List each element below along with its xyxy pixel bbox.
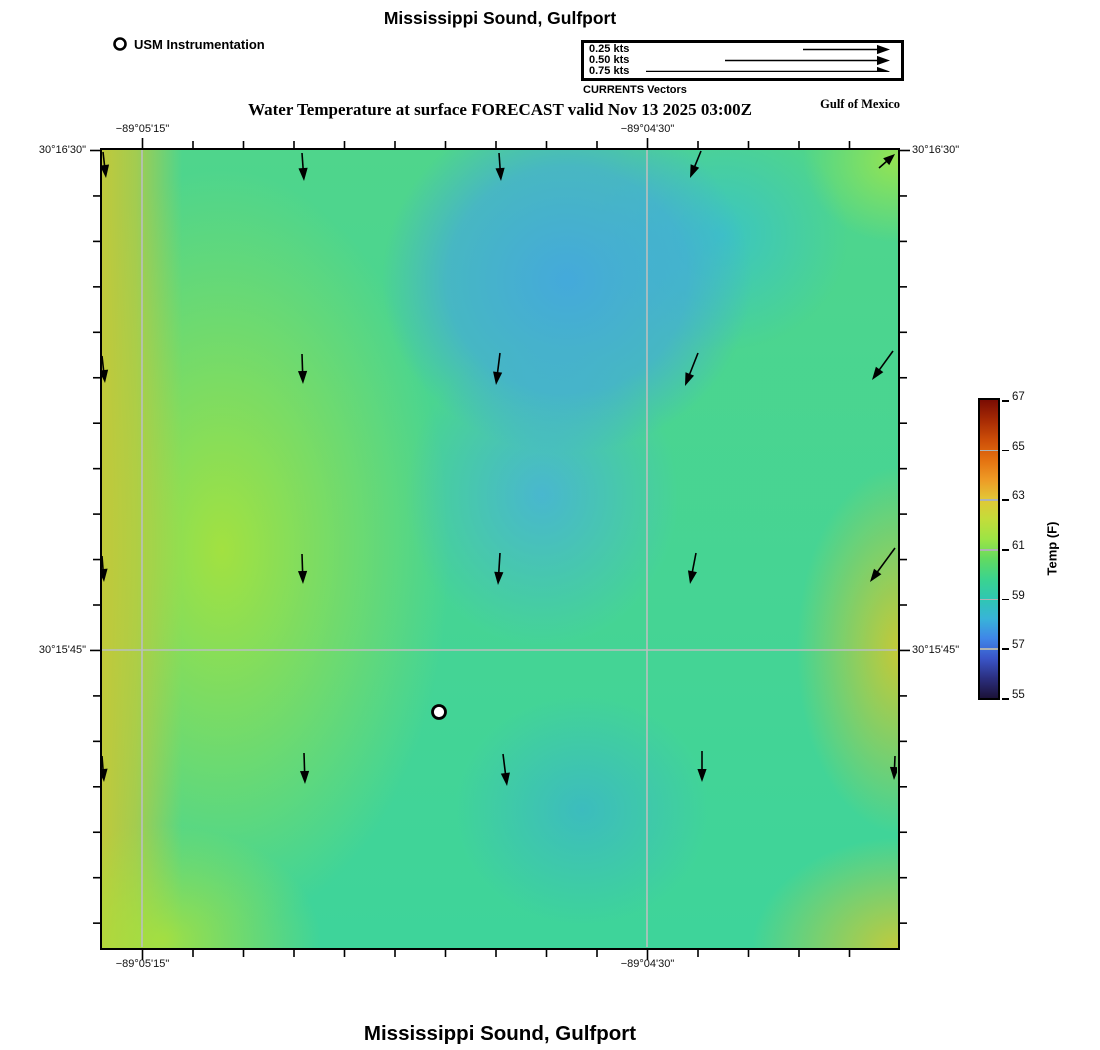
- coord-label: 30°16'30": [38, 143, 86, 156]
- colorbar-tick-label: 57: [1012, 639, 1025, 652]
- colorbar-tick-label: 63: [1012, 490, 1025, 503]
- colorbar-tick-label: 61: [1012, 540, 1025, 552]
- colorbar-level-line: [980, 598, 998, 601]
- currents-row-label: 0.50 kts: [589, 54, 630, 66]
- map-axis-ticks: [89, 137, 910, 960]
- colorbar-level-line: [980, 549, 998, 551]
- colorbar-tick: [1002, 549, 1009, 551]
- gulf-of-mexico-label: Gulf of Mexico: [820, 97, 900, 111]
- colorbar-tick-label: 67: [1012, 391, 1025, 403]
- colorbar-tick: [1002, 499, 1009, 501]
- temperature-map: [89, 137, 910, 960]
- forecast-subtitle: Water Temperature at surface FORECAST va…: [248, 100, 752, 119]
- colorbar-tick-label: 65: [1012, 440, 1025, 453]
- page-title: Mississippi Sound, Gulfport: [383, 8, 617, 28]
- colorbar-tick: [1002, 449, 1009, 452]
- colorbar-tick: [1002, 648, 1009, 650]
- coord-label: −89°04'30": [620, 958, 675, 970]
- usm-legend-label: USM Instrumentation: [134, 36, 265, 52]
- current-vector-field: [102, 150, 897, 947]
- colorbar-level-line: [980, 648, 998, 650]
- colorbar-title: Temp (F): [1044, 521, 1060, 576]
- colorbar-level-line: [980, 449, 998, 452]
- colorbar-tick-label: 55: [1012, 689, 1025, 701]
- coord-label: −89°05'15": [115, 123, 170, 135]
- coord-label: 30°15'45": [38, 643, 86, 656]
- usm-legend: USM Instrumentation: [112, 36, 265, 52]
- coord-label: −89°05'15": [115, 958, 170, 970]
- instrument-marker: [431, 704, 447, 720]
- currents-row-label: 0.25 kts: [589, 43, 630, 55]
- colorbar-tick: [1002, 598, 1009, 601]
- currents-scale-arrows: [646, 44, 890, 72]
- currents-legend-box: 0.25 kts 0.50 kts 0.75 kts: [581, 40, 904, 81]
- footer-title: Mississippi Sound, Gulfport: [363, 1022, 637, 1045]
- currents-caption: CURRENTS Vectors: [583, 84, 687, 96]
- colorbar: [978, 398, 1009, 700]
- colorbar-tick: [1002, 698, 1009, 700]
- currents-row-label: 0.75 kts: [589, 65, 630, 77]
- open-circle-icon: [113, 37, 127, 51]
- coord-label: 30°15'45": [912, 643, 960, 656]
- coord-label: 30°16'30": [912, 143, 960, 156]
- colorbar-level-line: [980, 499, 998, 501]
- coord-label: −89°04'30": [620, 123, 675, 135]
- colorbar-tick: [1002, 400, 1009, 402]
- colorbar-tick-label: 59: [1012, 589, 1025, 602]
